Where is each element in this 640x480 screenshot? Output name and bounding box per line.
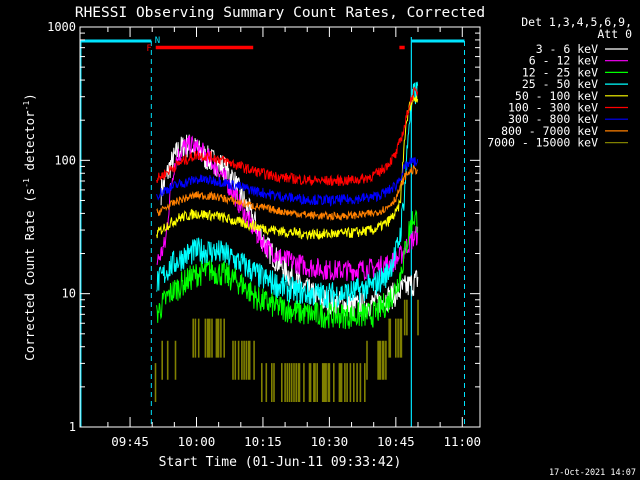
y-axis: 1 10 100 1000: [47, 20, 480, 434]
legend-label: 25 - 50 keV: [522, 77, 598, 91]
marker-label-f: F: [146, 44, 151, 54]
series-line: [156, 157, 419, 207]
plot-frame: [79, 26, 481, 428]
legend-label: 100 - 300 keV: [508, 101, 598, 115]
series-5: [156, 86, 419, 187]
series-6: [156, 157, 419, 207]
y-tick-label: 1000: [47, 20, 76, 34]
series-line: [156, 135, 419, 282]
footer-date: 17-Oct-2021 14:07: [549, 468, 636, 478]
legend-label: 50 - 100 keV: [515, 89, 598, 103]
series-3: [156, 81, 419, 309]
y-tick-label: 100: [54, 153, 76, 167]
series-line: [156, 164, 419, 222]
series-1: [156, 135, 419, 282]
series-line: [156, 81, 419, 309]
chart-title: RHESSI Observing Summary Count Rates, Co…: [75, 5, 485, 21]
series-4: [156, 95, 419, 241]
x-tick-label: 09:45: [111, 434, 149, 449]
legend-header-line: Det 1,3,4,5,6,9,: [521, 15, 632, 29]
legend-label: 300 - 800 keV: [508, 112, 598, 126]
x-tick-label: 10:00: [178, 434, 216, 449]
x-tick-label: 10:45: [377, 434, 415, 449]
x-tick-label: 11:00: [443, 434, 481, 449]
x-tick-label: 10:30: [311, 434, 349, 449]
x-tick-label: 10:15: [244, 434, 282, 449]
plot-area: FN: [80, 36, 465, 427]
legend-label: 800 - 7000 keV: [501, 124, 598, 138]
y-axis-label: Corrected Count Rate (s-1 detector-1): [22, 93, 37, 361]
series-line: [156, 209, 419, 330]
y-tick-label: 10: [62, 287, 76, 301]
marker-label-n: N: [155, 36, 160, 46]
x-axis-label: Start Time (01-Jun-11 09:33:42): [159, 455, 402, 470]
y-tick-label: 1: [69, 420, 76, 434]
series-line: [156, 95, 419, 241]
x-axis: 09:45 10:00 10:15 10:30 10:45 11:00: [107, 27, 481, 449]
legend-header-line: Att 0: [597, 27, 632, 41]
series-7: [156, 164, 419, 222]
legend-label: 6 - 12 keV: [529, 54, 598, 68]
legend-header: Det 1,3,4,5,6,9,Att 0: [521, 15, 632, 41]
series-line: [156, 86, 419, 187]
legend-label: 7000 - 15000 keV: [487, 136, 598, 150]
legend-label: 12 - 25 keV: [522, 65, 598, 79]
series-2: [156, 209, 419, 330]
legend-label: 3 - 6 keV: [536, 42, 598, 56]
